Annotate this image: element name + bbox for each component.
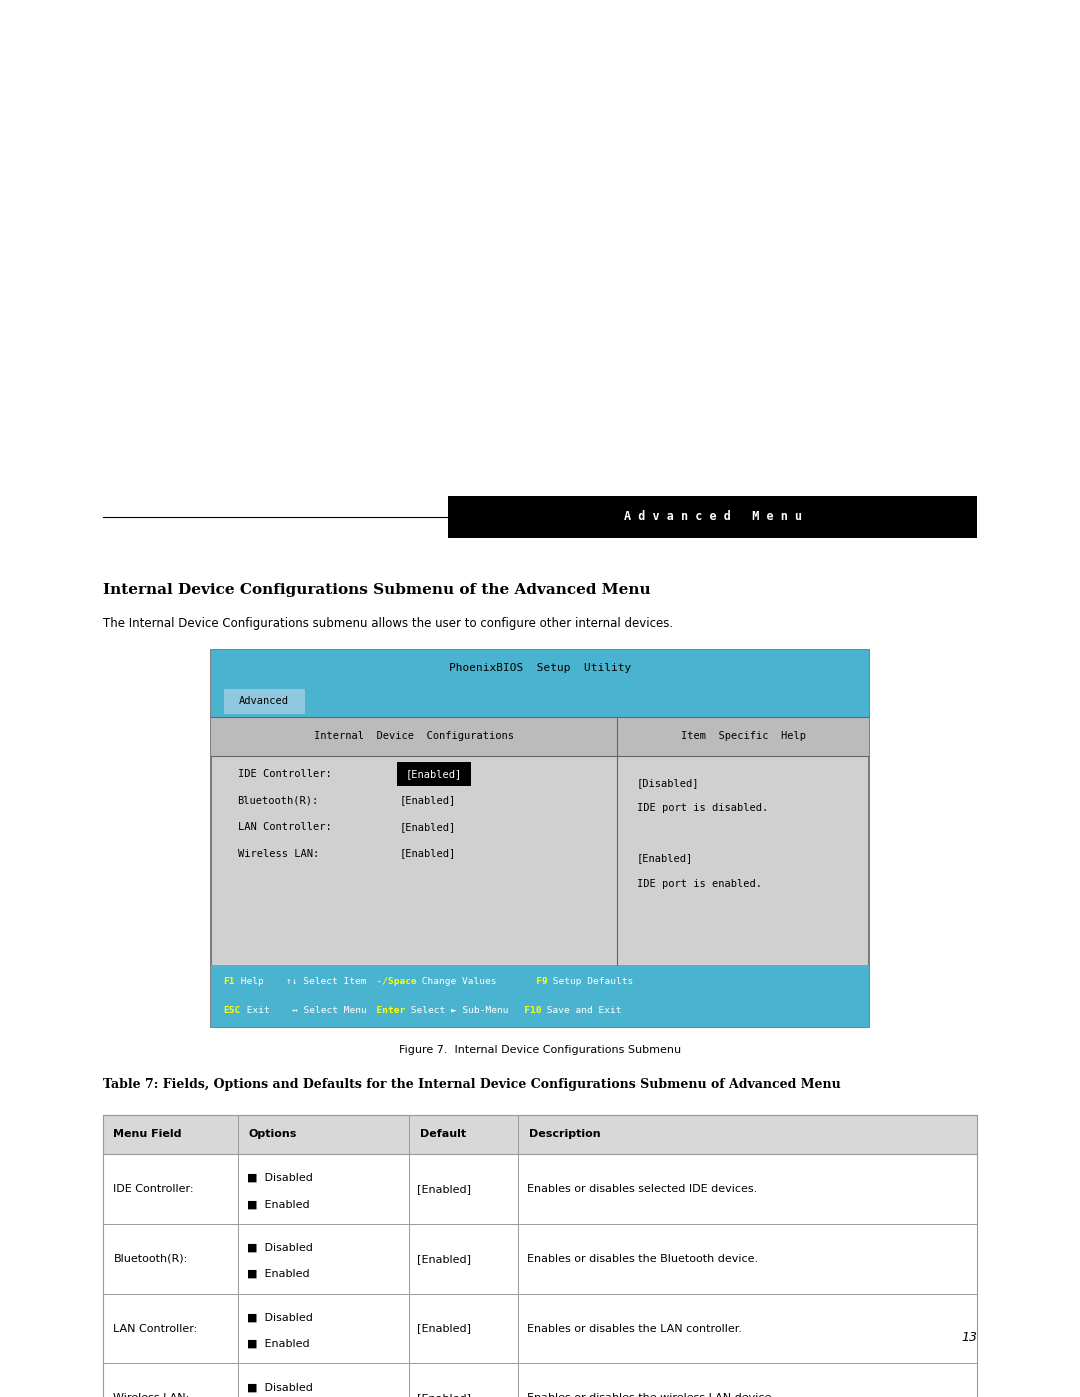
Text: ↔ Select Menu: ↔ Select Menu [269, 1006, 367, 1014]
Text: IDE port is enabled.: IDE port is enabled. [636, 879, 761, 888]
Text: -/Space: -/Space [365, 978, 417, 986]
Text: [Enabled]: [Enabled] [417, 1323, 472, 1334]
Text: ■  Disabled: ■ Disabled [247, 1382, 313, 1393]
FancyBboxPatch shape [211, 650, 869, 1027]
Text: Enables or disables the Bluetooth device.: Enables or disables the Bluetooth device… [527, 1253, 758, 1264]
Text: Item  Specific  Help: Item Specific Help [680, 731, 806, 742]
Text: Enables or disables selected IDE devices.: Enables or disables selected IDE devices… [527, 1183, 757, 1194]
Text: Change Values: Change Values [417, 978, 497, 986]
Text: ■  Enabled: ■ Enabled [247, 1268, 310, 1280]
Text: Exit: Exit [241, 1006, 269, 1014]
Text: Enables or disables the wireless LAN device.: Enables or disables the wireless LAN dev… [527, 1393, 774, 1397]
Text: Setup Defaults: Setup Defaults [546, 978, 633, 986]
Text: Default: Default [420, 1129, 465, 1140]
FancyBboxPatch shape [211, 965, 869, 1027]
Text: Enables or disables the LAN controller.: Enables or disables the LAN controller. [527, 1323, 742, 1334]
Text: Description: Description [529, 1129, 600, 1140]
Text: A d v a n c e d   M e n u: A d v a n c e d M e n u [624, 510, 801, 524]
Text: ■  Disabled: ■ Disabled [247, 1312, 313, 1323]
Text: LAN Controller:: LAN Controller: [238, 821, 332, 833]
Text: Menu Field: Menu Field [113, 1129, 181, 1140]
Text: [Enabled]: [Enabled] [417, 1393, 472, 1397]
Text: ■  Disabled: ■ Disabled [247, 1172, 313, 1183]
Text: Help: Help [235, 978, 264, 986]
FancyBboxPatch shape [211, 686, 869, 717]
Text: [Enabled]: [Enabled] [417, 1183, 472, 1194]
Text: IDE Controller:: IDE Controller: [113, 1183, 194, 1194]
FancyBboxPatch shape [224, 689, 305, 714]
Text: [Enabled]: [Enabled] [400, 821, 456, 833]
Text: ■  Enabled: ■ Enabled [247, 1199, 310, 1210]
Text: Select ► Sub-Menu: Select ► Sub-Menu [405, 1006, 509, 1014]
Text: F1: F1 [224, 978, 235, 986]
FancyBboxPatch shape [103, 1115, 977, 1154]
Text: Internal  Device  Configurations: Internal Device Configurations [314, 731, 514, 742]
Text: F9: F9 [496, 978, 548, 986]
Text: Enter: Enter [365, 1006, 406, 1014]
Text: 13: 13 [961, 1331, 977, 1344]
Text: Wireless LAN:: Wireless LAN: [113, 1393, 190, 1397]
Text: The Internal Device Configurations submenu allows the user to configure other in: The Internal Device Configurations subme… [103, 617, 673, 630]
FancyBboxPatch shape [211, 650, 869, 686]
Text: Figure 7.  Internal Device Configurations Submenu: Figure 7. Internal Device Configurations… [399, 1045, 681, 1055]
Text: Save and Exit: Save and Exit [541, 1006, 622, 1014]
Text: Table 7: Fields, Options and Defaults for the Internal Device Configurations Sub: Table 7: Fields, Options and Defaults fo… [103, 1078, 840, 1091]
Text: [Enabled]: [Enabled] [417, 1253, 472, 1264]
Text: [Enabled]: [Enabled] [636, 854, 692, 863]
Text: IDE port is disabled.: IDE port is disabled. [636, 803, 768, 813]
Text: Bluetooth(R):: Bluetooth(R): [113, 1253, 188, 1264]
Text: PhoenixBIOS  Setup  Utility: PhoenixBIOS Setup Utility [449, 662, 631, 673]
Text: [Enabled]: [Enabled] [406, 768, 462, 780]
FancyBboxPatch shape [448, 496, 977, 538]
Text: Advanced: Advanced [239, 696, 289, 707]
Text: ■  Enabled: ■ Enabled [247, 1338, 310, 1350]
Text: Wireless LAN:: Wireless LAN: [238, 848, 319, 859]
Text: Bluetooth(R):: Bluetooth(R): [238, 795, 319, 806]
Text: [Enabled]: [Enabled] [400, 848, 456, 859]
Text: Options: Options [249, 1129, 297, 1140]
FancyBboxPatch shape [397, 763, 471, 787]
FancyBboxPatch shape [211, 717, 869, 756]
Text: F10: F10 [508, 1006, 541, 1014]
Text: [Enabled]: [Enabled] [400, 795, 456, 806]
Text: ESC: ESC [224, 1006, 241, 1014]
Text: Internal Device Configurations Submenu of the Advanced Menu: Internal Device Configurations Submenu o… [103, 583, 650, 597]
Text: [Disabled]: [Disabled] [636, 778, 699, 788]
Text: IDE Controller:: IDE Controller: [238, 768, 332, 780]
Text: ↑↓ Select Item: ↑↓ Select Item [264, 978, 367, 986]
Text: LAN Controller:: LAN Controller: [113, 1323, 198, 1334]
Text: ■  Disabled: ■ Disabled [247, 1242, 313, 1253]
